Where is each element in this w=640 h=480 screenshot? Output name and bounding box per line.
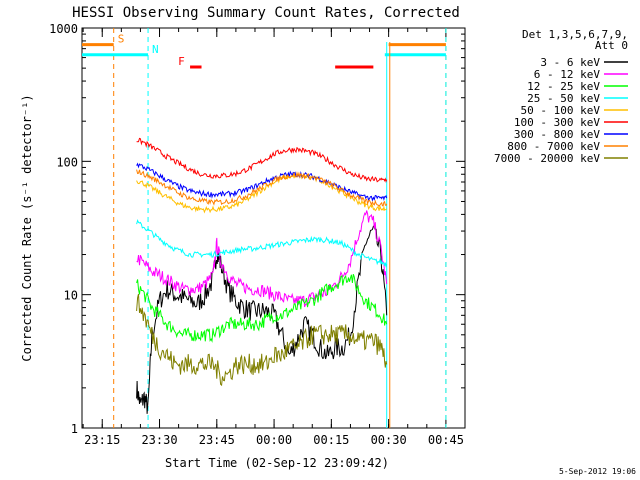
annotation-label: N — [152, 43, 159, 56]
series-line — [136, 171, 387, 214]
legend-entry-label: 300 - 800 keV — [514, 128, 600, 141]
plot-frame — [81, 27, 466, 429]
y-tick-label: 1 — [71, 422, 78, 436]
legend-title: Att 0 — [595, 39, 628, 52]
series-line — [136, 225, 388, 414]
legend-entry-label: 6 - 12 keV — [534, 68, 601, 81]
x-tick-label: 23:30 — [141, 433, 177, 447]
y-axis-label: Corrected Count Rate (s⁻¹ detector⁻¹) — [20, 94, 34, 361]
x-tick-label: 23:15 — [84, 433, 120, 447]
legend-entry-label: 50 - 100 keV — [521, 104, 601, 117]
series-line — [136, 169, 388, 207]
y-tick-label: 1000 — [49, 22, 78, 36]
chart-axes: 23:15 23:30 23:45 00:00 00:15 00:30 00:45 1 10 10… — [49, 22, 466, 447]
chart-annotations: S N F — [82, 28, 447, 428]
annotation-label: F — [178, 55, 185, 68]
legend-entry-label: 3 - 6 keV — [540, 56, 600, 69]
legend-entry-label: 100 - 300 keV — [514, 116, 600, 129]
x-axis-label: Start Time (02-Sep-12 23:09:42) — [165, 456, 389, 470]
chart-series — [136, 137, 388, 414]
series-line — [136, 293, 388, 387]
annotation-label: S — [118, 33, 125, 46]
series-line — [136, 274, 388, 343]
legend-entry-label: 7000 - 20000 keV — [494, 152, 600, 165]
x-tick-label: 00:00 — [256, 433, 292, 447]
legend-entry-label: 800 - 7000 keV — [507, 140, 600, 153]
legend-entry-label: 25 - 50 keV — [527, 92, 600, 105]
x-tick-label: 23:45 — [199, 433, 235, 447]
series-line — [136, 210, 388, 308]
x-tick-label: 00:45 — [428, 433, 464, 447]
series-line — [136, 219, 388, 268]
legend-entry-label: 12 - 25 keV — [527, 80, 600, 93]
chart-title: HESSI Observing Summary Count Rates, Cor… — [72, 5, 460, 21]
y-tick-label: 10 — [64, 289, 78, 303]
y-tick-label: 100 — [56, 155, 78, 169]
legend-title: Det 1,3,5,6,7,9, — [522, 28, 628, 41]
x-tick-label: 00:15 — [313, 433, 349, 447]
series-line — [136, 137, 388, 183]
series-line — [136, 162, 388, 202]
footer-timestamp: 5-Sep-2012 19:06 — [559, 467, 636, 476]
x-tick-label: 00:30 — [371, 433, 407, 447]
